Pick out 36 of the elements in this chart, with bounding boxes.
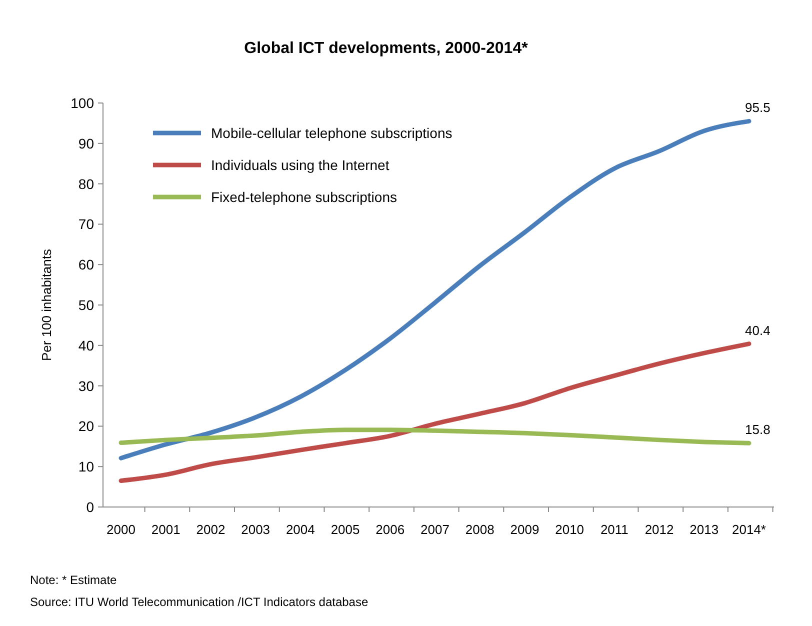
y-tick-label: 30: [78, 378, 94, 394]
y-tick-label: 50: [78, 297, 94, 313]
legend-label: Individuals using the Internet: [211, 157, 390, 173]
y-tick-label: 0: [86, 499, 94, 515]
y-tick-label: 60: [78, 256, 94, 273]
x-tick-label: 2002: [196, 522, 226, 537]
x-tick-label: 2008: [465, 522, 494, 537]
x-tick-label: 2014*: [732, 522, 766, 537]
x-tick-label: 2000: [106, 522, 136, 537]
x-tick-label: 2011: [600, 522, 628, 537]
y-tick-label: 100: [70, 95, 94, 111]
y-tick-label: 80: [78, 176, 94, 192]
y-axis-title: Per 100 inhabitants: [39, 248, 54, 362]
x-tick-label: 2007: [420, 522, 450, 537]
x-tick-label: 2009: [510, 522, 540, 537]
x-tick-label: 2006: [376, 522, 405, 537]
x-tick-label: 2010: [555, 522, 584, 537]
x-tick-label: 2013: [690, 522, 719, 537]
chart-title: Global ICT developments, 2000-2014*: [244, 40, 529, 57]
data-label: 40.4: [745, 322, 770, 338]
y-tick-label: 10: [78, 458, 94, 475]
y-tick-label: 90: [78, 135, 94, 152]
y-tick-label: 40: [78, 337, 94, 354]
data-label: 15.8: [745, 422, 770, 438]
text: Note: * Estimate: [30, 573, 118, 587]
x-tick-label: 2004: [286, 522, 315, 537]
legend-label: Fixed-telephone subscriptions: [211, 189, 397, 205]
x-tick-label: 2005: [330, 522, 360, 537]
x-tick-label: 2003: [241, 522, 270, 537]
legend-label: Mobile-cellular telephone subscriptions: [211, 125, 452, 141]
data-label: 95.5: [745, 100, 770, 116]
source-note: Source: ITU World Telecommunication /ICT Indicators database: [30, 595, 368, 609]
y-tick-label: 70: [78, 216, 94, 232]
y-tick-label: 20: [78, 418, 94, 434]
x-tick-label: 2001: [151, 522, 180, 537]
x-tick-label: 2012: [644, 522, 674, 537]
